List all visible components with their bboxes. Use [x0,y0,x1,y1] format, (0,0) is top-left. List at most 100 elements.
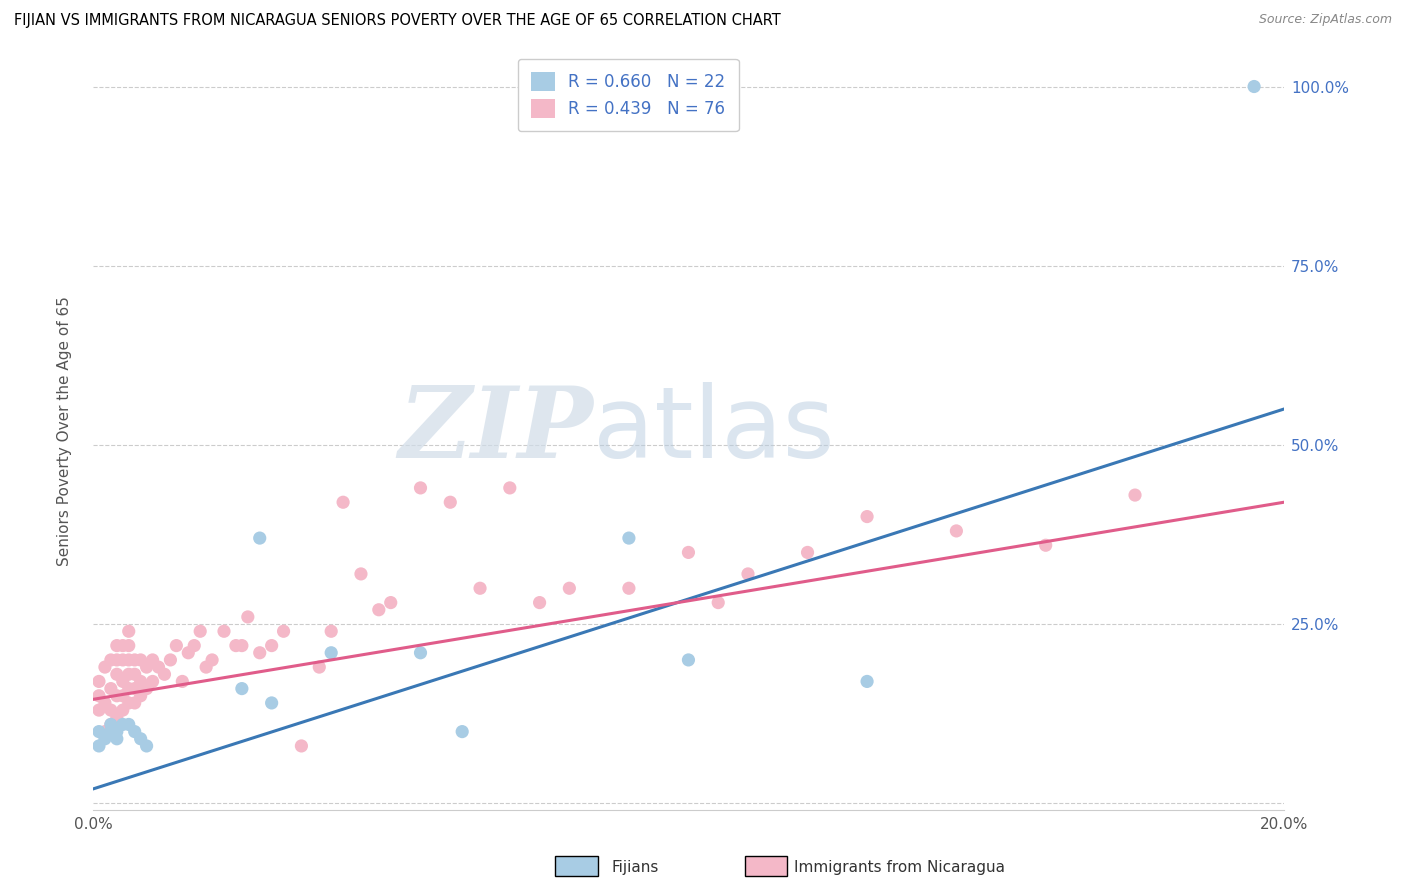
Point [100,717,122,731]
Point [129,689,152,703]
Point [129,674,152,689]
Point [1243,79,1265,94]
Point [737,566,759,581]
Point [529,596,551,610]
Point [945,524,967,538]
Point [558,581,581,595]
Point [707,596,730,610]
Point [100,724,122,739]
Point [468,581,491,595]
Point [111,689,134,703]
Point [100,703,122,717]
Point [118,681,141,696]
Point [409,481,432,495]
Point [231,681,253,696]
Point [111,639,134,653]
Point [249,531,271,545]
Point [100,717,122,731]
Point [1123,488,1146,502]
Point [124,653,146,667]
Point [111,653,134,667]
Point [142,674,165,689]
Point [87,703,110,717]
Point [142,653,165,667]
Point [617,581,640,595]
Point [856,509,879,524]
Text: Fijians: Fijians [612,860,659,874]
Point [118,717,141,731]
Point [129,653,152,667]
Point [94,660,117,674]
Point [321,624,343,639]
Point [124,724,146,739]
Point [380,596,402,610]
Point [124,696,146,710]
Text: FIJIAN VS IMMIGRANTS FROM NICARAGUA SENIORS POVERTY OVER THE AGE OF 65 CORRELATI: FIJIAN VS IMMIGRANTS FROM NICARAGUA SENI… [14,13,780,29]
Legend: R = 0.660   N = 22, R = 0.439   N = 76: R = 0.660 N = 22, R = 0.439 N = 76 [519,59,738,131]
Point [195,660,218,674]
Point [87,739,110,753]
Point [148,660,170,674]
Point [105,689,128,703]
Point [350,566,373,581]
Text: Immigrants from Nicaragua: Immigrants from Nicaragua [794,860,1005,874]
Point [94,724,117,739]
Point [105,724,128,739]
Point [124,667,146,681]
Y-axis label: Seniors Poverty Over the Age of 65: Seniors Poverty Over the Age of 65 [58,295,72,566]
Point [273,624,295,639]
Point [499,481,522,495]
Point [159,653,181,667]
Text: atlas: atlas [593,382,835,479]
Point [617,531,640,545]
Point [118,639,141,653]
Point [177,646,200,660]
Point [321,646,343,660]
Point [94,696,117,710]
Point [87,689,110,703]
Point [105,667,128,681]
Point [332,495,354,509]
Point [87,674,110,689]
Point [87,724,110,739]
Point [236,610,259,624]
Point [118,653,141,667]
Point [451,724,474,739]
Point [212,624,235,639]
Point [188,624,211,639]
Point [153,667,176,681]
Point [111,703,134,717]
Point [231,639,253,653]
Point [796,545,818,559]
Point [249,646,271,660]
Point [183,639,205,653]
Point [439,495,461,509]
Point [678,545,700,559]
Point [111,717,134,731]
Point [129,731,152,746]
Point [165,639,187,653]
Point [135,739,157,753]
Point [260,639,283,653]
Point [367,603,389,617]
Text: Source: ZipAtlas.com: Source: ZipAtlas.com [1258,13,1392,27]
Point [290,739,312,753]
Point [105,639,128,653]
Point [94,731,117,746]
Point [100,681,122,696]
Point [105,731,128,746]
Point [201,653,224,667]
Point [105,710,128,724]
Point [118,667,141,681]
Point [118,696,141,710]
Point [105,653,128,667]
Point [135,660,157,674]
Point [225,639,247,653]
Point [111,674,134,689]
Point [135,681,157,696]
Point [118,624,141,639]
Point [100,653,122,667]
Text: ZIP: ZIP [398,383,593,479]
Point [409,646,432,660]
Point [1035,538,1057,552]
